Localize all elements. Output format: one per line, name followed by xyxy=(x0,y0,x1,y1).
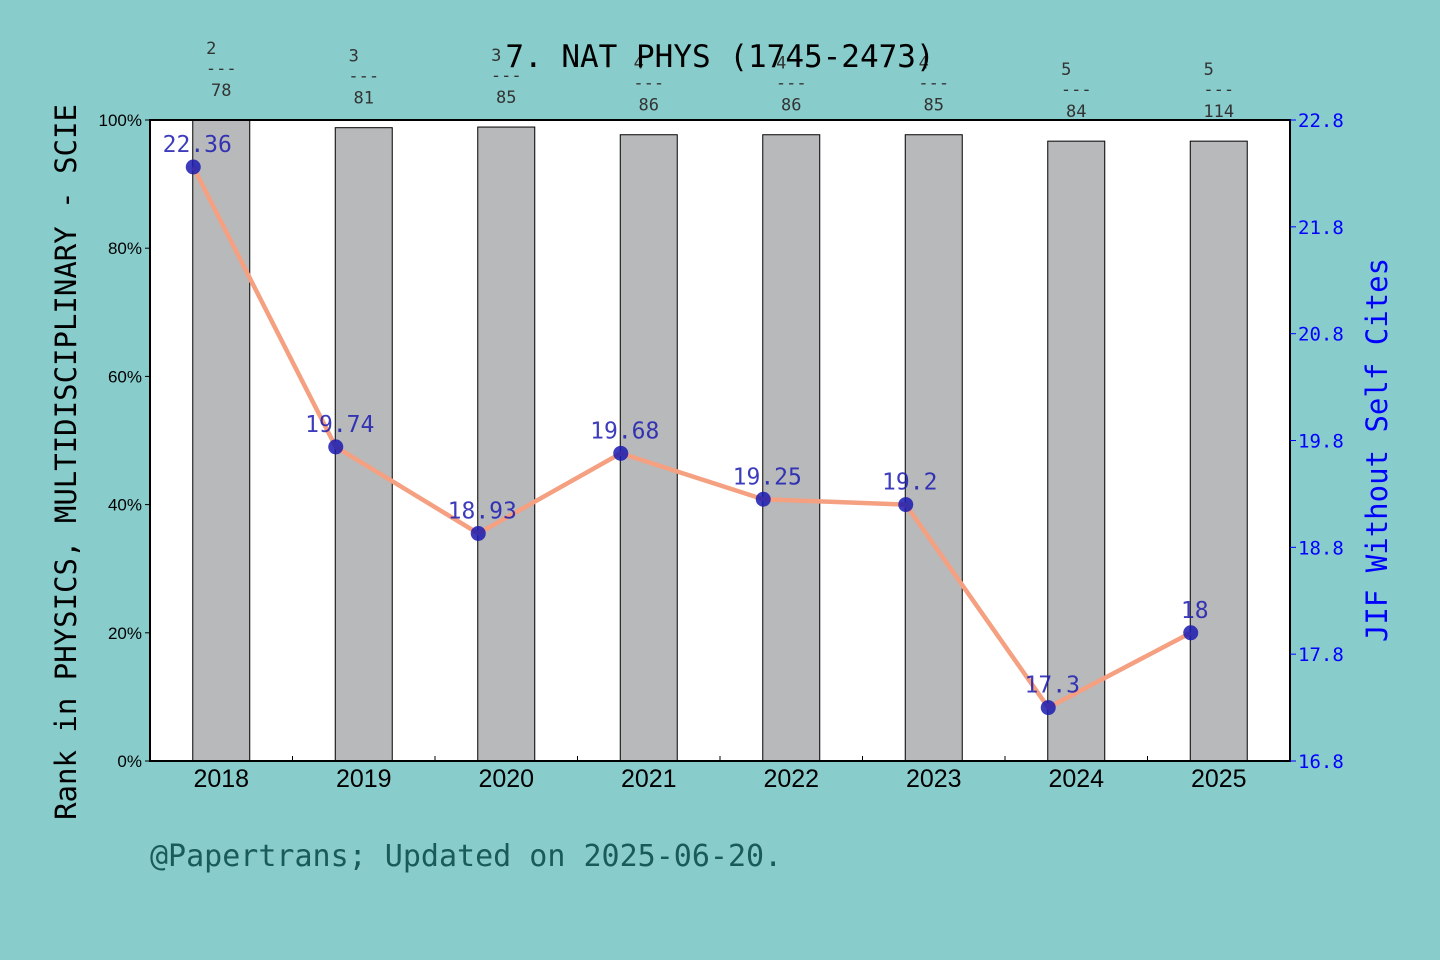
rank-value: 4 xyxy=(919,54,929,74)
rank-label: 2---78 xyxy=(206,39,237,101)
right-tick-label: 20.8 xyxy=(1298,324,1344,346)
rank-label: 5---84 xyxy=(1061,60,1092,122)
right-axis-title: JIF Without Self Cites xyxy=(1360,258,1394,642)
x-tick-label: 2021 xyxy=(621,765,677,793)
rank-total: 84 xyxy=(1066,102,1086,122)
jif-point-2023 xyxy=(898,497,914,513)
rank-total: 85 xyxy=(496,88,516,108)
bar-2025 xyxy=(1189,140,1248,762)
left-tick-label: 40% xyxy=(108,496,142,515)
jif-line xyxy=(191,165,1192,710)
rank-divider: --- xyxy=(918,74,949,94)
jif-point-2021 xyxy=(613,445,629,461)
rank-label: 4---85 xyxy=(918,54,949,116)
rank-value: 5 xyxy=(1204,60,1214,80)
left-axis: 0% 20% 40% 60% 80% 100% xyxy=(99,111,150,771)
bars xyxy=(192,119,1248,762)
jif-point-2025 xyxy=(1183,625,1199,641)
rank-total: 86 xyxy=(781,96,801,116)
jif-data-label: 17.3 xyxy=(1025,673,1080,699)
right-tick-label: 16.8 xyxy=(1298,751,1344,773)
bar-2023 xyxy=(904,134,963,762)
rank-value: 3 xyxy=(349,47,359,67)
bar-2019 xyxy=(334,127,393,762)
line-series: 22.36 19.74 18.93 19.68 19.25 19.2 17.3 18 xyxy=(163,132,1209,716)
left-tick-label: 0% xyxy=(117,752,142,771)
rank-value: 5 xyxy=(1061,60,1071,80)
x-tick-label: 2024 xyxy=(1048,765,1104,793)
right-tick-label: 19.8 xyxy=(1298,431,1344,453)
bar-2020 xyxy=(477,126,536,762)
left-axis-title: Rank in PHYSICS, MULTIDISCIPLINARY - SCI… xyxy=(49,104,83,820)
jif-data-label: 19.25 xyxy=(733,464,802,490)
rank-total: 114 xyxy=(1203,102,1234,122)
rank-total: 81 xyxy=(354,89,374,109)
rank-divider: --- xyxy=(776,74,807,94)
rank-value: 4 xyxy=(634,54,644,74)
jif-data-label: 19.68 xyxy=(590,418,659,444)
x-tick-label: 2018 xyxy=(193,765,249,793)
left-tick-label: 60% xyxy=(108,367,142,386)
footer-text: @Papertrans; Updated on 2025-06-20. xyxy=(150,839,782,874)
rank-label: 3---81 xyxy=(348,47,379,109)
right-tick-label: 21.8 xyxy=(1298,217,1344,239)
rank-divider: --- xyxy=(206,59,237,79)
x-tick-label: 2023 xyxy=(906,765,962,793)
bar-2024 xyxy=(1047,140,1106,762)
rank-divider: --- xyxy=(1203,80,1234,100)
left-tick-label: 80% xyxy=(108,239,142,258)
right-tick-label: 18.8 xyxy=(1298,537,1344,559)
jif-point-2020 xyxy=(470,525,486,541)
x-tick-label: 2020 xyxy=(478,765,534,793)
bar-2022 xyxy=(762,134,821,762)
left-tick-label: 100% xyxy=(99,111,142,130)
right-tick-label: 22.8 xyxy=(1298,110,1344,132)
rank-divider: --- xyxy=(491,66,522,86)
left-tick-label: 20% xyxy=(108,624,142,643)
rank-value: 3 xyxy=(491,46,501,66)
rank-divider: --- xyxy=(1061,80,1092,100)
rank-labels: 2---783---813---854---864---864---855---… xyxy=(206,39,1234,122)
rank-label: 3---85 xyxy=(491,46,522,108)
jif-data-label: 18 xyxy=(1181,598,1209,624)
rank-total: 78 xyxy=(211,81,231,101)
rank-total: 85 xyxy=(924,96,944,116)
rank-divider: --- xyxy=(348,67,379,87)
jif-data-label: 22.36 xyxy=(163,132,232,158)
x-tick-label: 2019 xyxy=(336,765,392,793)
rank-label: 4---86 xyxy=(776,54,807,116)
x-axis: 2018 2019 2020 2021 2022 2023 2024 2025 xyxy=(193,756,1247,793)
rank-label: 4---86 xyxy=(633,54,664,116)
rank-divider: --- xyxy=(633,74,664,94)
right-axis: 16.8 17.8 18.8 19.8 20.8 21.8 22.8 xyxy=(1290,110,1344,773)
plot-area xyxy=(150,120,1290,761)
jif-point-2022 xyxy=(755,491,771,507)
bar-2018 xyxy=(192,119,251,762)
rank-value: 4 xyxy=(776,54,786,74)
jif-data-label: 19.2 xyxy=(882,470,937,496)
jif-point-2018 xyxy=(185,159,201,175)
x-tick-label: 2025 xyxy=(1191,765,1247,793)
jif-point-2019 xyxy=(328,439,344,455)
rank-label: 5---114 xyxy=(1203,60,1234,122)
rank-total: 86 xyxy=(639,96,659,116)
x-tick-label: 2022 xyxy=(763,765,819,793)
rank-value: 2 xyxy=(206,39,216,59)
jif-data-label: 18.93 xyxy=(448,498,517,524)
jif-point-2024 xyxy=(1040,700,1056,716)
bar-2021 xyxy=(619,134,678,762)
right-tick-label: 17.8 xyxy=(1298,644,1344,666)
chart-title: 7. NAT PHYS (1745-2473) xyxy=(505,39,934,75)
jif-data-label: 19.74 xyxy=(305,412,374,438)
